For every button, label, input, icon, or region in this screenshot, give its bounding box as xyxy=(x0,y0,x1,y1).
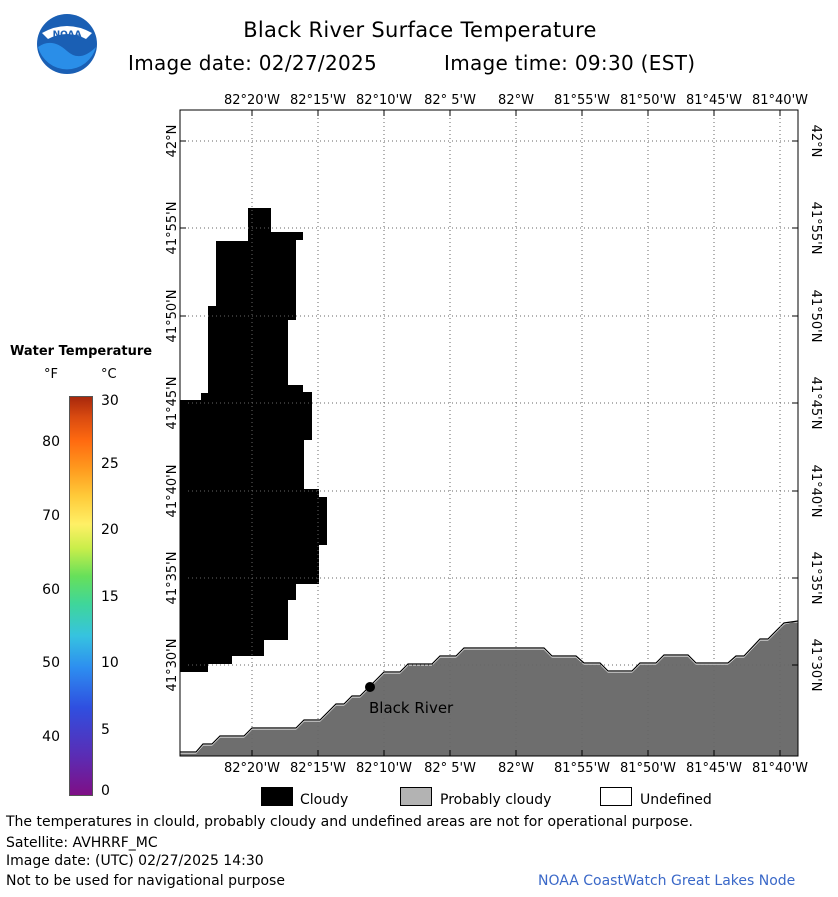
credit-line: NOAA CoastWatch Great Lakes Node xyxy=(538,873,796,889)
lat-label-right: 42°N xyxy=(808,125,823,158)
lon-label-top: 82°20'W xyxy=(224,93,280,108)
lon-label-top: 82° 5'W xyxy=(424,93,476,108)
celsius-tick: 0 xyxy=(101,783,110,799)
lat-label-right: 41°35'N xyxy=(808,552,823,605)
lat-label-left: 41°40'N xyxy=(165,465,180,518)
legend-probably-cloudy-swatch xyxy=(400,787,432,806)
fahrenheit-tick: 70 xyxy=(42,508,60,524)
celsius-tick: 15 xyxy=(101,589,119,605)
celsius-tick: 30 xyxy=(101,393,119,409)
legend-undefined-label: Undefined xyxy=(640,792,712,808)
lat-label-right: 41°50'N xyxy=(808,290,823,343)
celsius-tick: 20 xyxy=(101,522,119,538)
lat-label-left: 41°50'N xyxy=(165,290,180,343)
axis-ticks xyxy=(180,110,798,756)
probably-cloudy-area xyxy=(179,621,799,757)
graticule xyxy=(180,110,798,756)
lon-label-bottom: 82°W xyxy=(498,761,534,776)
lon-label-bottom: 81°55'W xyxy=(554,761,610,776)
legend-title: Water Temperature xyxy=(10,344,153,359)
fahrenheit-tick: 50 xyxy=(42,655,60,671)
lat-label-left: 42°N xyxy=(165,125,180,158)
fahrenheit-tick: 60 xyxy=(42,582,60,598)
lon-label-top: 82°10'W xyxy=(356,93,412,108)
celsius-tick: 25 xyxy=(101,456,119,472)
map-frame xyxy=(179,109,799,757)
lon-label-top: 81°40'W xyxy=(752,93,808,108)
lon-label-bottom: 81°45'W xyxy=(686,761,742,776)
legend-cloudy-swatch xyxy=(261,787,293,806)
temperature-colorbar xyxy=(69,396,93,796)
lat-label-right: 41°45'N xyxy=(808,377,823,430)
lon-label-bottom: 81°50'W xyxy=(620,761,676,776)
image-date: Image date: 02/27/2025 xyxy=(128,51,378,75)
cloudy-area xyxy=(180,208,327,672)
unit-fahrenheit: °F xyxy=(44,367,58,382)
lon-label-top: 81°55'W xyxy=(554,93,610,108)
place-marker-icon xyxy=(365,682,375,692)
noaa-logo: NOAA xyxy=(37,14,97,74)
lon-label-top: 81°45'W xyxy=(686,93,742,108)
map: 82°20'W 82°15'W 82°10'W 82° 5'W 82°W 81°… xyxy=(165,93,823,776)
unit-celsius: °C xyxy=(101,367,117,382)
celsius-tick: 5 xyxy=(101,722,110,738)
lon-label-bottom: 81°40'W xyxy=(752,761,808,776)
lon-label-top: 81°50'W xyxy=(620,93,676,108)
fahrenheit-tick: 80 xyxy=(42,434,60,450)
lat-label-right: 41°30'N xyxy=(808,639,823,692)
logo-text: NOAA xyxy=(53,30,82,40)
lat-label-left: 41°30'N xyxy=(165,639,180,692)
satellite-info: Satellite: AVHRRF_MC xyxy=(6,835,158,851)
lat-label-right: 41°55'N xyxy=(808,202,823,255)
legend-undefined-swatch xyxy=(600,787,632,806)
legend-probably-cloudy-label: Probably cloudy xyxy=(440,792,552,808)
lat-label-left: 41°35'N xyxy=(165,552,180,605)
celsius-tick: 10 xyxy=(101,655,119,671)
lon-label-bottom: 82° 5'W xyxy=(424,761,476,776)
lon-label-top: 82°15'W xyxy=(290,93,346,108)
lat-label-left: 41°45'N xyxy=(165,377,180,430)
utc-date: Image date: (UTC) 02/27/2025 14:30 xyxy=(6,853,264,869)
lon-label-bottom: 82°20'W xyxy=(224,761,280,776)
disclaimer-note: The temperatures in clould, probably clo… xyxy=(6,814,693,830)
map-title: Black River Surface Temperature xyxy=(243,18,597,42)
navigation-warning: Not to be used for navigational purpose xyxy=(6,873,285,889)
lon-label-top: 82°W xyxy=(498,93,534,108)
fahrenheit-tick: 40 xyxy=(42,729,60,745)
image-time: Image time: 09:30 (EST) xyxy=(444,51,696,75)
lon-label-bottom: 82°10'W xyxy=(356,761,412,776)
lat-label-left: 41°55'N xyxy=(165,202,180,255)
place-label: Black River xyxy=(369,699,454,717)
lat-label-right: 41°40'N xyxy=(808,465,823,518)
lon-label-bottom: 82°15'W xyxy=(290,761,346,776)
coastline xyxy=(180,620,799,753)
legend-cloudy-label: Cloudy xyxy=(300,792,349,808)
